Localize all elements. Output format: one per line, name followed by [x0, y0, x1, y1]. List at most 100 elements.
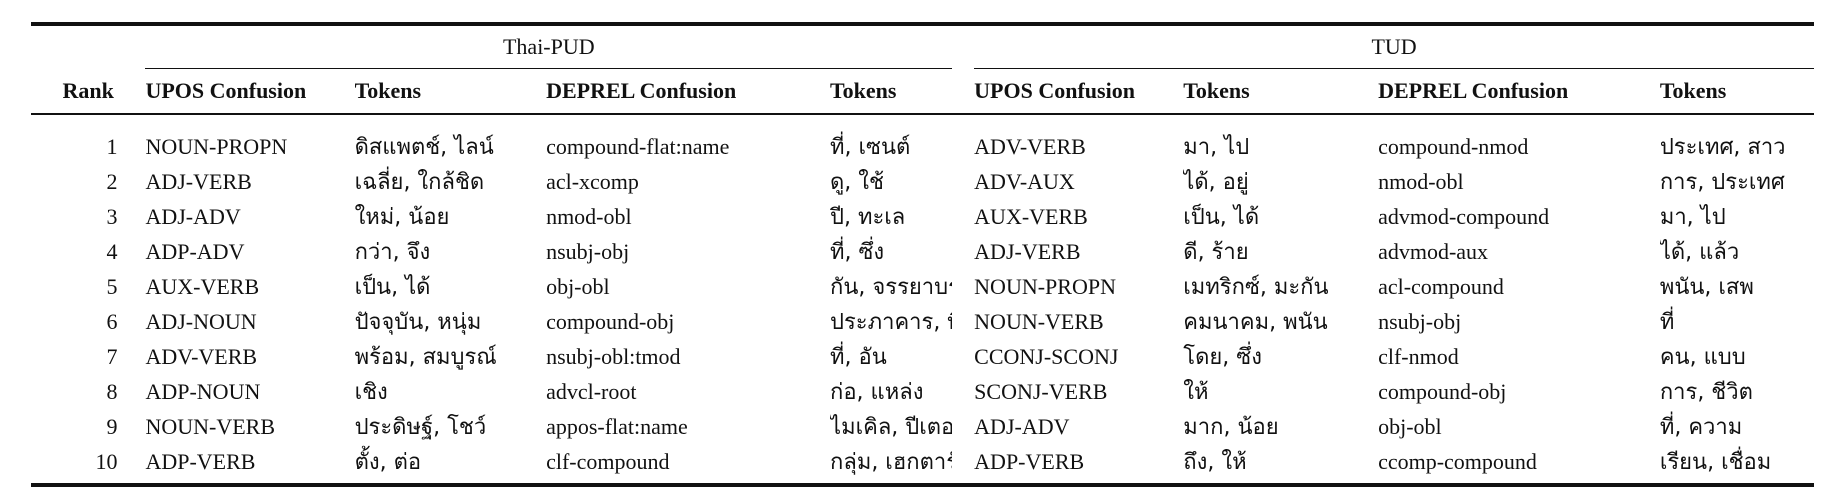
cell-tud-upos: SCONJ-VERB [974, 378, 1108, 404]
cell-gap [952, 339, 974, 374]
cell-tud-deprel-tokens: คน, แบบ [1659, 345, 1746, 370]
cell-pud-upos-tokens: ตั้ง, ต่อ [354, 450, 422, 475]
cell-tud-upos-tokens: เมทริกซ์, มะกัน [1183, 275, 1329, 300]
cell-pud-upos-tokens: เป็น, ได้ [354, 275, 431, 300]
cell-pud-upos-tokens: เชิง [354, 380, 388, 405]
cell-tud-deprel-tokens: ประเทศ, สาว [1659, 135, 1786, 160]
table-row: 4 ADP-ADV กว่า, จึง nsubj-obj ที่, ซึ่ง ADJ-V… [31, 234, 1814, 269]
group-tud: TUD [1371, 34, 1417, 59]
table-body: 1 NOUN-PROPN ดิสแพตช์, ไลน์ compound-flat:n… [31, 129, 1814, 479]
cell-tud-deprel: ccomp-compound [1378, 448, 1537, 474]
cell-gap [952, 199, 974, 234]
cell-tud-deprel-tokens: พนัน, เสพ [1659, 275, 1754, 300]
cell-rank: 2 [106, 168, 118, 194]
header-tud-upos-tokens: Tokens [1183, 78, 1250, 103]
cell-pud-upos: AUX-VERB [145, 273, 260, 299]
table-row: 5 AUX-VERB เป็น, ได้ obj-obl กัน, จรรยาบรรณ N… [31, 269, 1814, 304]
cell-gap [952, 304, 974, 339]
table-row: 7 ADV-VERB พร้อม, สมบูรณ์ nsubj-obl:tmod ที่… [31, 339, 1814, 374]
cell-pud-upos: ADV-VERB [145, 343, 258, 369]
cell-tud-deprel: compound-obj [1378, 378, 1507, 404]
header-pud-upos-tokens: Tokens [354, 78, 422, 103]
cell-rank: 3 [106, 203, 118, 229]
cell-pud-deprel-tokens: ดู, ใช้ [830, 170, 884, 195]
cell-rank: 4 [106, 238, 118, 264]
cell-pud-deprel: appos-flat:name [546, 413, 688, 439]
header-pud-deprel-tokens: Tokens [830, 78, 897, 103]
cell-tud-upos: ADP-VERB [974, 448, 1085, 474]
cell-pud-deprel-tokens: ที่, เซนต์ [830, 135, 911, 160]
cell-gap [952, 409, 974, 444]
cell-tud-deprel-tokens: การ, ชีวิต [1659, 380, 1753, 405]
table-row: 10 ADP-VERB ตั้ง, ต่อ clf-compound กลุ่ม, เฮ… [31, 444, 1814, 479]
cell-tud-upos-tokens: ให้ [1183, 380, 1209, 405]
cell-pud-deprel-tokens: ประภาคาร, พื้นฐาน [830, 310, 952, 335]
cell-pud-deprel-tokens: ที่, อัน [830, 345, 887, 370]
header-tud-deprel-tokens: Tokens [1659, 78, 1727, 103]
cell-rank: 7 [106, 343, 118, 369]
cell-gap [952, 164, 974, 199]
cell-tud-deprel: acl-compound [1378, 273, 1504, 299]
cell-pud-deprel: compound-flat:name [546, 133, 730, 159]
cell-rank: 1 [106, 133, 118, 159]
cell-tud-deprel: obj-obl [1378, 413, 1442, 439]
header-tud-deprel: DEPREL Confusion [1378, 78, 1569, 103]
cell-pud-deprel: advcl-root [546, 378, 637, 404]
cell-pud-upos-tokens: กว่า, จึง [354, 240, 431, 265]
cell-gap [952, 234, 974, 269]
cell-gap [952, 374, 974, 409]
cell-tud-upos-tokens: มาก, น้อย [1183, 415, 1279, 440]
table-row: 1 NOUN-PROPN ดิสแพตช์, ไลน์ compound-flat:n… [31, 129, 1814, 164]
cell-pud-upos: ADP-VERB [145, 448, 256, 474]
cell-pud-deprel: nsubj-obl:tmod [546, 343, 681, 369]
cell-pud-upos-tokens: ปัจจุบัน, หนุ่ม [354, 310, 482, 335]
cell-tud-upos: ADV-AUX [974, 168, 1075, 194]
cell-pud-deprel: clf-compound [546, 448, 670, 474]
cell-pud-upos: ADP-NOUN [145, 378, 261, 404]
cell-tud-deprel-tokens: ได้, แล้ว [1659, 240, 1740, 265]
cell-pud-deprel: compound-obj [546, 308, 675, 334]
table-row: 6 ADJ-NOUN ปัจจุบัน, หนุ่ม compound-obj ประภ… [31, 304, 1814, 339]
cell-tud-upos-tokens: คมนาคม, พนัน [1183, 310, 1328, 335]
cell-tud-deprel: advmod-aux [1378, 238, 1489, 264]
cell-rank: 5 [106, 273, 118, 299]
cell-tud-deprel: advmod-compound [1378, 203, 1550, 229]
cell-tud-upos-tokens: เป็น, ได้ [1183, 205, 1260, 230]
cell-tud-deprel-tokens: ที่, ความ [1659, 415, 1743, 440]
cell-tud-upos-tokens: ดี, ร้าย [1183, 240, 1249, 265]
cell-pud-deprel-tokens: กลุ่ม, เฮกตาร์ [830, 450, 953, 475]
cell-tud-deprel: nmod-obl [1378, 168, 1464, 194]
cell-tud-upos: ADJ-VERB [974, 238, 1081, 264]
cell-pud-deprel: obj-obl [546, 273, 610, 299]
cell-tud-upos-tokens: มา, ไป [1183, 135, 1250, 160]
cell-tud-upos-tokens: ได้, อยู่ [1183, 170, 1249, 195]
cell-tud-upos-tokens: ถึง, ให้ [1183, 450, 1247, 475]
confusion-table: Thai-PUD TUD Rank UPOS Confusion Tokens … [31, 22, 1814, 487]
cell-tud-deprel: clf-nmod [1378, 343, 1459, 369]
table-row: 8 ADP-NOUN เชิง advcl-root ก่อ, แหล่ง SCONJ-V… [31, 374, 1814, 409]
cell-rank: 10 [95, 448, 118, 474]
cell-pud-deprel-tokens: กัน, จรรยาบรรณ [830, 275, 952, 300]
cell-tud-upos: NOUN-PROPN [974, 273, 1116, 299]
cell-pud-upos: ADP-ADV [145, 238, 245, 264]
header-tud-upos: UPOS Confusion [974, 78, 1135, 103]
cell-gap [952, 444, 974, 479]
cell-pud-deprel-tokens: ไมเคิล, ปีเตอร์ [830, 415, 953, 440]
cell-pud-upos-tokens: ดิสแพตช์, ไลน์ [354, 135, 494, 160]
cell-tud-upos: ADJ-ADV [974, 413, 1070, 439]
column-header-row: Rank UPOS Confusion Tokens DEPREL Confus… [31, 69, 1814, 114]
cell-pud-upos: ADJ-ADV [145, 203, 241, 229]
cell-tud-upos: AUX-VERB [974, 203, 1088, 229]
table-row: 2 ADJ-VERB เฉลี่ย, ใกล้ชิด acl-xcomp ดู, ใช้… [31, 164, 1814, 199]
group-header-row: Thai-PUD TUD [31, 26, 1814, 69]
cell-pud-upos-tokens: ประดิษฐ์, โชว์ [354, 415, 487, 440]
cell-pud-deprel: acl-xcomp [546, 168, 639, 194]
cell-pud-deprel: nsubj-obj [546, 238, 630, 264]
cell-pud-deprel-tokens: ปี, ทะเล [830, 205, 906, 230]
cell-pud-upos-tokens: ใหม่, น้อย [354, 205, 450, 230]
cell-tud-upos: NOUN-VERB [974, 308, 1104, 334]
cell-pud-upos: NOUN-PROPN [145, 133, 288, 159]
cell-pud-upos-tokens: พร้อม, สมบูรณ์ [354, 345, 497, 370]
cell-gap [952, 269, 974, 304]
table-row: 9 NOUN-VERB ประดิษฐ์, โชว์ appos-flat:name ไ… [31, 409, 1814, 444]
